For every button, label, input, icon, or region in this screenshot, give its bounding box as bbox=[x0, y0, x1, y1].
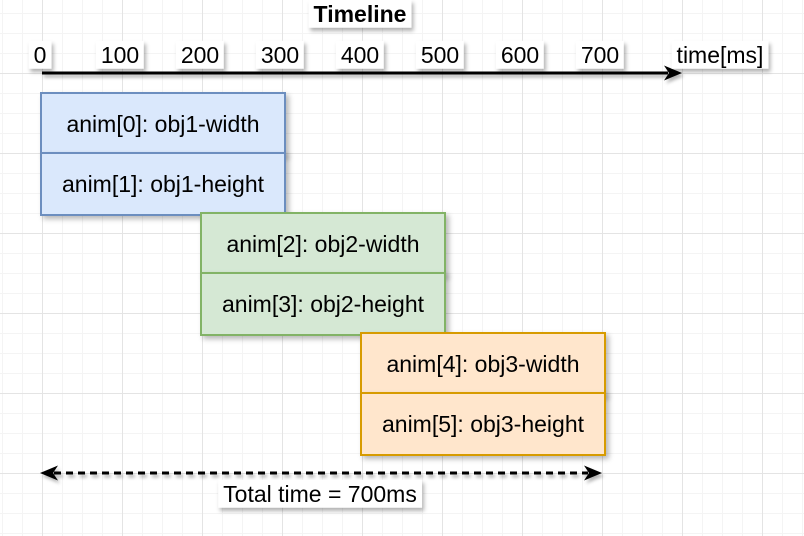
timeline-bar-anim5: anim[5]: obj3-height bbox=[360, 392, 606, 456]
axis-tick-label-600: 600 bbox=[495, 40, 545, 70]
axis-unit-label: time[ms] bbox=[671, 40, 769, 70]
bar-label: anim[4]: obj3-width bbox=[386, 350, 580, 377]
axis-tick-label-200: 200 bbox=[175, 40, 225, 70]
timeline-bar-anim3: anim[3]: obj2-height bbox=[200, 272, 446, 336]
total-time-label: Total time = 700ms bbox=[218, 479, 422, 509]
bar-label: anim[5]: obj3-height bbox=[381, 410, 584, 437]
axis-tick-label-300: 300 bbox=[255, 40, 305, 70]
right-arrowhead-icon bbox=[584, 465, 602, 481]
axis-tick-label-400: 400 bbox=[335, 40, 385, 70]
axis-tick-label-700: 700 bbox=[575, 40, 625, 70]
axis-tick-label-500: 500 bbox=[415, 40, 465, 70]
total-time-arrow bbox=[40, 465, 602, 481]
left-arrowhead-icon bbox=[40, 465, 58, 481]
timeline-bar-anim0: anim[0]: obj1-width bbox=[40, 92, 286, 156]
bar-label: anim[1]: obj1-height bbox=[61, 170, 264, 197]
timeline-bar-anim1: anim[1]: obj1-height bbox=[40, 152, 286, 216]
axis-tick-label-100: 100 bbox=[95, 40, 145, 70]
bar-label: anim[0]: obj1-width bbox=[66, 110, 260, 137]
timeline-bar-anim2: anim[2]: obj2-width bbox=[200, 212, 446, 276]
bar-label: anim[3]: obj2-height bbox=[221, 290, 424, 317]
axis-tick-label-0: 0 bbox=[28, 40, 52, 70]
bar-label: anim[2]: obj2-width bbox=[226, 230, 420, 257]
diagram-title: Timeline bbox=[308, 0, 412, 29]
timeline-bar-anim4: anim[4]: obj3-width bbox=[360, 332, 606, 396]
